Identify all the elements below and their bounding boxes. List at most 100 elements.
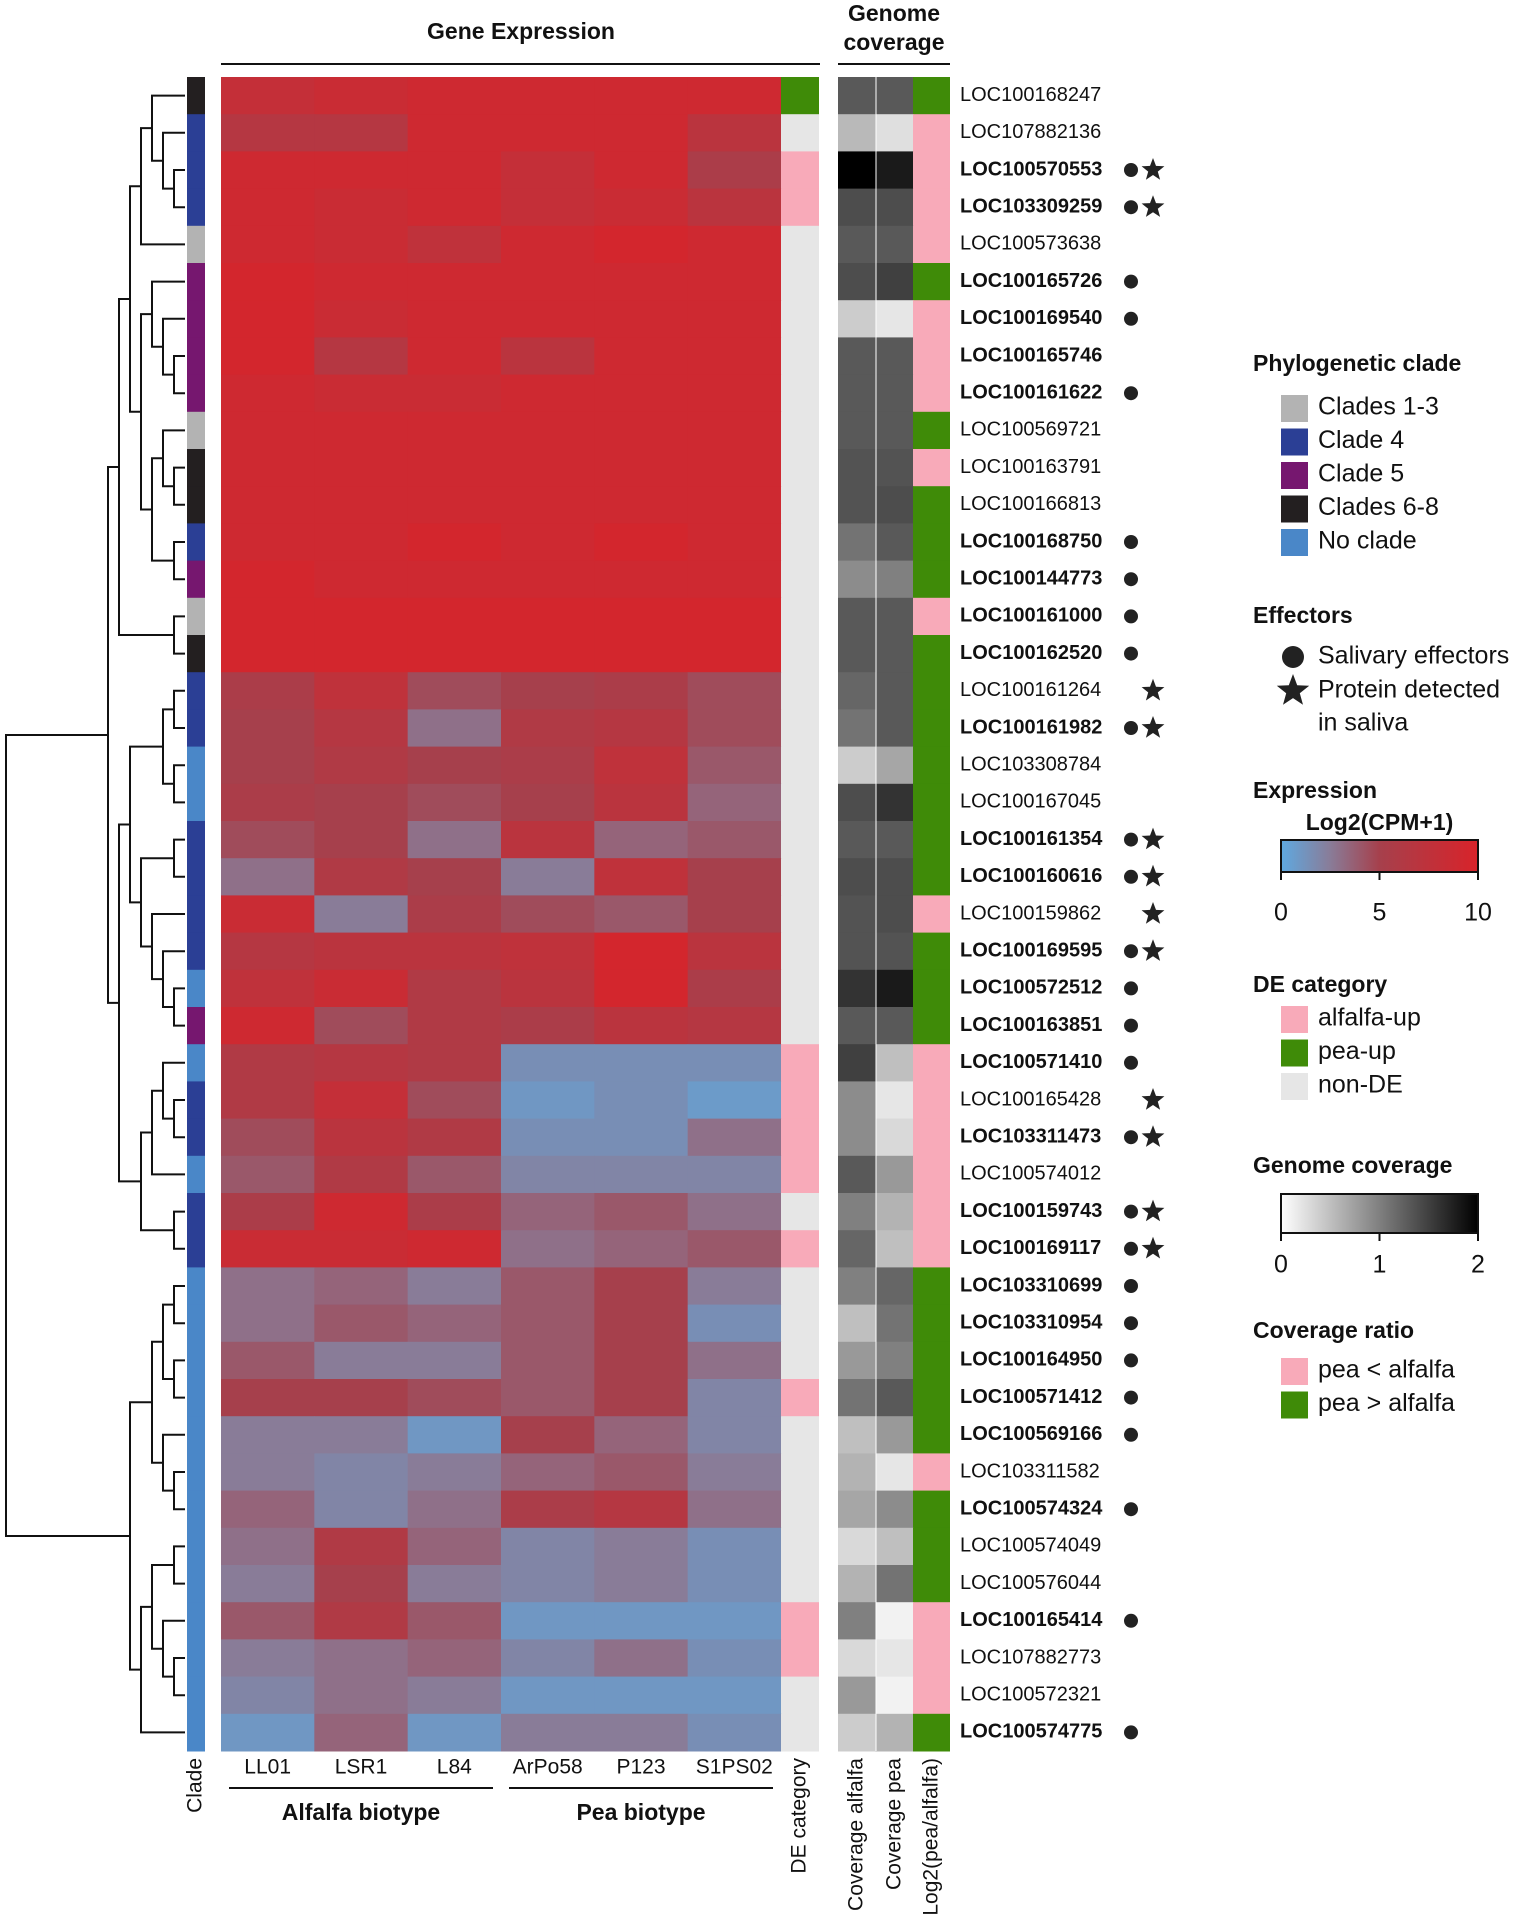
- de-cell: [781, 709, 819, 748]
- coverage-cell: [838, 151, 876, 190]
- de-cell: [781, 523, 819, 562]
- coverage-cell: [838, 337, 876, 376]
- coverage-cell: [875, 449, 914, 487]
- ratio-cell: [913, 672, 950, 710]
- expression-cell: [687, 1007, 782, 1045]
- clade-cell: [187, 1193, 205, 1231]
- salivary-marker: [1124, 163, 1138, 177]
- legend-label: Salivary effectors: [1318, 642, 1509, 670]
- coverage-cell: [875, 1267, 914, 1306]
- ratio-cell: [913, 188, 950, 227]
- coverage-cell: [875, 486, 914, 524]
- dendrogram-branch: [173, 169, 185, 209]
- clade-cell: [187, 486, 205, 524]
- coverage-cell: [875, 523, 914, 562]
- coverage-cell: [875, 188, 914, 227]
- expression-cell: [407, 411, 502, 450]
- expression-cell: [314, 672, 409, 710]
- expression-cell: [687, 709, 782, 748]
- dendrogram-branch: [173, 1657, 185, 1697]
- dendrogram-branch: [173, 355, 185, 395]
- salivary-marker: [1124, 1725, 1138, 1740]
- legend-swatch: [1281, 1006, 1308, 1033]
- gene-label: LOC100571412: [960, 1386, 1102, 1408]
- coverage-cell: [875, 672, 914, 710]
- coverage-cell: [838, 1379, 876, 1417]
- ratio-cell: [913, 821, 950, 859]
- coverage-cell: [838, 746, 876, 785]
- expression-cell: [407, 263, 502, 301]
- expression-cell: [407, 1379, 502, 1417]
- coverage-cell: [838, 635, 876, 673]
- gene-label: LOC100573638: [960, 233, 1101, 255]
- dendrogram-branch: [173, 615, 185, 655]
- gene-label: LOC100574775: [960, 1721, 1102, 1743]
- gene-label: LOC103311582: [960, 1460, 1100, 1482]
- expression-cell: [221, 1527, 315, 1566]
- expression-cell: [407, 374, 502, 413]
- dendrogram-branch: [140, 1131, 174, 1232]
- expression-cell: [221, 77, 315, 115]
- coverage-colorbar: [1280, 1193, 1479, 1234]
- expression-cell: [407, 709, 502, 748]
- coverage-cell: [875, 1416, 914, 1454]
- legend-label: pea < alfalfa: [1318, 1356, 1455, 1384]
- gene-label: LOC100165746: [960, 344, 1102, 366]
- salivary-marker: [1124, 1018, 1138, 1033]
- salivary-marker: [1124, 200, 1138, 215]
- scale-tick-label: 10: [1464, 899, 1492, 927]
- expression-cell: [407, 1155, 502, 1194]
- coverage-axis-label: Coverage alfalfa: [845, 1758, 868, 1911]
- expression-cell: [501, 709, 595, 748]
- legend-title: Expression: [1253, 777, 1377, 803]
- scale-tick-label: 0: [1274, 1251, 1288, 1279]
- expression-cell: [594, 1416, 689, 1454]
- expression-cell: [221, 1341, 315, 1380]
- expression-cell: [594, 895, 689, 934]
- legend-title: DE category: [1253, 971, 1387, 997]
- expression-cell: [314, 783, 409, 822]
- de-cell: [781, 672, 819, 710]
- clade-cell: [187, 1044, 205, 1082]
- expression-cell: [221, 411, 315, 450]
- expression-cell: [594, 1155, 689, 1194]
- legend-symbol: [1282, 646, 1304, 668]
- expression-cell: [687, 1453, 782, 1492]
- expression-cell: [221, 1007, 315, 1045]
- expression-cell: [407, 895, 502, 934]
- expression-cell: [407, 1341, 502, 1380]
- coverage-cell: [875, 1081, 914, 1120]
- coverage-cell: [838, 560, 876, 599]
- expression-cell: [687, 1639, 782, 1678]
- de-cell: [781, 1081, 819, 1120]
- ratio-cell: [913, 486, 950, 524]
- expression-cell: [594, 1490, 689, 1529]
- expression-cell: [314, 449, 409, 487]
- expression-cell: [407, 1490, 502, 1529]
- gene-label: LOC100166813: [960, 493, 1101, 515]
- expression-cell: [501, 560, 595, 599]
- coverage-cell: [875, 1118, 914, 1157]
- legend-label: in saliva: [1318, 709, 1408, 737]
- expression-cell: [501, 1713, 595, 1752]
- clade-cell: [187, 1490, 205, 1529]
- expression-cell: [501, 77, 595, 115]
- coverage-cell: [838, 895, 876, 934]
- gene-label: LOC100570553: [960, 158, 1102, 180]
- expression-cell: [407, 746, 502, 785]
- expression-cell: [407, 635, 502, 673]
- clade-cell: [187, 1230, 205, 1268]
- de-cell: [781, 1379, 819, 1417]
- legend-label: Clade 4: [1318, 426, 1404, 454]
- ratio-cell: [913, 1118, 950, 1157]
- expression-cell: [314, 1341, 409, 1380]
- expression-cell: [221, 1453, 315, 1492]
- expression-cell: [594, 1118, 689, 1157]
- expression-cell: [221, 1713, 315, 1752]
- legend-label: alfalfa-up: [1318, 1004, 1421, 1032]
- dendrogram-branch: [173, 1359, 185, 1399]
- gene-label: LOC100576044: [960, 1572, 1101, 1594]
- clade-cell: [187, 411, 205, 450]
- expression-cell: [687, 858, 782, 896]
- coverage-cell: [875, 1230, 914, 1268]
